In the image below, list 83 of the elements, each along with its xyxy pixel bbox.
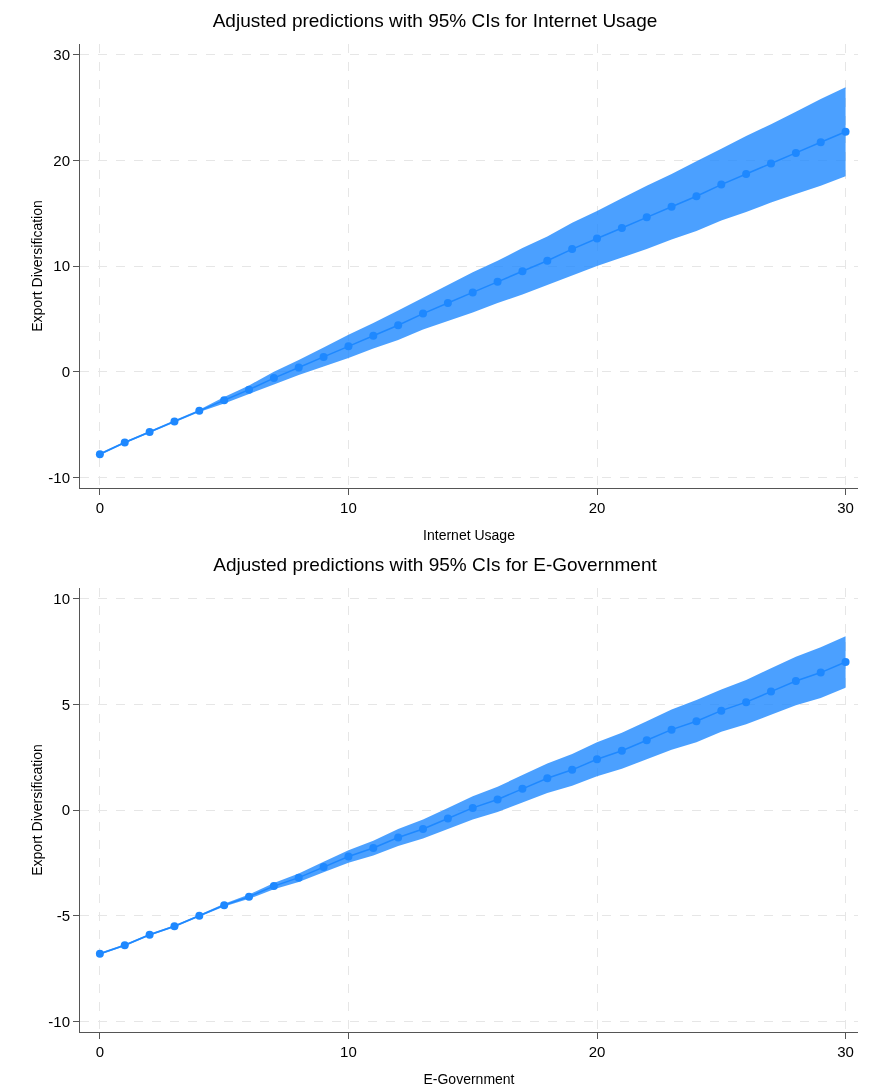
point [443,814,452,823]
y-tick-label: 20 [53,151,70,169]
point [717,180,726,189]
point [568,245,577,254]
point [667,202,676,211]
point [195,911,204,920]
x-tick-label: 0 [95,1043,105,1060]
point [593,755,602,764]
point [617,223,626,232]
point [419,825,428,834]
x-tick-label: 10 [340,1043,357,1060]
point [269,882,278,891]
point [170,417,179,426]
y-tick-label: 0 [61,801,70,819]
point [245,892,254,901]
point [767,687,775,696]
point [319,352,328,361]
point [791,677,800,686]
point [543,774,552,783]
point [195,406,204,415]
x-axis-title: E-Government [423,1071,515,1087]
point [642,736,651,745]
point [294,873,303,882]
point [692,717,701,726]
y-tick-label: 0 [61,362,70,380]
point [841,658,850,666]
point [344,852,353,861]
point [543,256,552,265]
point [767,159,775,168]
point [145,930,154,939]
y-axis-title: Export Diversification [29,200,45,332]
point [468,288,477,297]
point [816,668,825,677]
point [369,331,378,340]
y-tick-label: 10 [53,257,70,275]
x-tick-label: 30 [837,499,854,516]
point [394,321,403,330]
point [518,267,527,276]
point [344,342,353,351]
point [493,795,502,804]
x-tick-label: 0 [95,499,105,516]
y-tick-label: 5 [61,695,70,713]
point [742,170,751,179]
x-tick-label: 20 [588,1043,606,1060]
point [294,363,303,372]
x-tick-label: 10 [340,499,357,516]
chart-title: Adjusted predictions with 95% CIs for E-Government [213,553,658,575]
x-tick-label: 30 [837,1043,854,1060]
y-tick-label: 10 [53,589,70,607]
y-tick-label: -5 [56,906,70,924]
point [220,396,229,405]
chart-title: Adjusted predictions with 95% CIs for Internet Usage [212,9,658,31]
point [419,309,428,318]
point [468,803,477,812]
point [245,385,254,394]
point [319,863,328,872]
point [692,192,701,201]
y-axis-title: Export Diversification [29,744,45,876]
point [667,725,676,734]
point [568,765,577,774]
y-tick-label: -10 [48,468,70,486]
point [742,698,751,707]
y-tick-label: 30 [53,45,70,63]
x-tick-label: 20 [588,499,606,516]
point [369,844,378,853]
point [145,427,154,436]
point [642,213,651,222]
point [443,299,452,307]
point [220,901,229,910]
point [617,746,626,755]
point [493,277,502,286]
point [95,450,104,459]
point [717,706,726,715]
x-axis-title: Internet Usage [423,527,516,543]
y-tick-label: -10 [48,1012,70,1030]
point [95,949,104,958]
point [394,833,403,842]
point [170,922,179,931]
point [518,784,527,793]
point [593,234,602,243]
point [791,148,800,157]
point [816,138,825,147]
point [269,374,278,383]
